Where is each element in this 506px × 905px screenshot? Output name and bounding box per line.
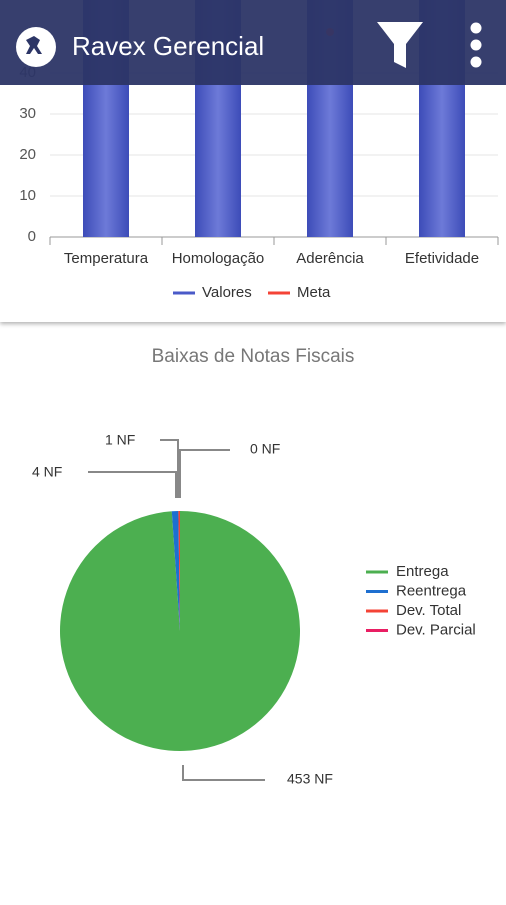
x-tick-label: Efetividade [405,250,479,267]
x-tick-label: Temperatura [64,250,149,267]
data-label: 1 NF [105,432,135,448]
data-label: 4 NF [32,464,62,480]
app-bar: Ravex Gerencial [0,0,506,85]
leader-line [182,765,265,781]
pie-slice [59,511,300,751]
pie-slice [171,511,180,631]
x-tick-label: Homologação [172,250,265,267]
menu-icon[interactable] [470,22,482,68]
data-label: 0 NF [250,441,280,457]
x-tick-label: Aderência [296,250,364,267]
app-title: Ravex Gerencial [72,31,264,61]
legend-label: Reentrega [396,582,467,599]
y-tick-label: 30 [19,105,36,122]
pie-slice [178,511,180,631]
leader-line [160,439,179,498]
legend-label: Meta [297,284,331,301]
pie-chart: 453 NF Entrega 4 NF Reentrega 1 NF Dev. Total… [32,432,476,787]
legend-label: Dev. Total [396,602,461,619]
chart-title: Baixas de Notas Fiscais [152,346,355,367]
leader-line [88,471,177,498]
y-tick-label: 20 [19,146,36,163]
y-tick-label: 0 [28,228,36,245]
data-label: 453 NF [287,771,333,787]
legend-label: Entrega [396,563,449,580]
legend-label: Valores [202,284,252,301]
leader-line [179,449,230,498]
app-bar-bg [0,0,506,85]
logo-figure [26,36,42,54]
y-tick-label: 10 [19,187,36,204]
legend-label: Dev. Parcial [396,621,476,638]
filter-icon[interactable] [377,22,423,68]
